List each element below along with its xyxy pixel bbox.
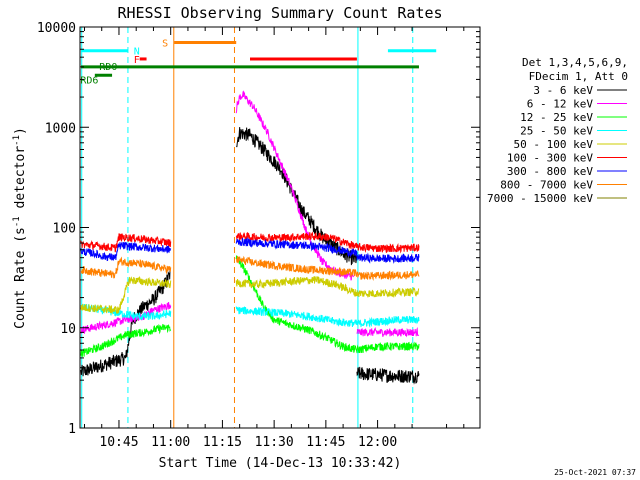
legend-label: 100 - 300 keV [507,152,593,165]
series-line [356,270,420,281]
series-line [235,231,358,250]
legend-label: 12 - 25 keV [520,111,593,124]
series-line [356,252,420,264]
legend-label: 3 - 6 keV [533,84,593,97]
series-line [80,268,171,377]
legend-label: 800 - 7000 keV [500,179,593,192]
y-tick-label: 10000 [37,21,76,36]
series-line [235,306,358,328]
y-tick-label: 1 [68,422,76,437]
legend-label: 25 - 50 keV [520,125,593,138]
x-tick-label: 11:45 [306,435,345,450]
legend-header-detectors: Det 1,3,4,5,6,9, [522,56,628,69]
series-line [356,366,420,385]
series-line [356,315,420,328]
series-line [80,275,172,315]
series-line [235,255,358,279]
flag-label-flare: F [134,55,140,66]
legend-label: 7000 - 15000 keV [487,192,593,205]
series-line [356,287,420,298]
y-tick-label: 1000 [45,121,76,136]
x-tick-label: 11:00 [151,435,190,450]
series-line [80,241,172,262]
y-axis-label: Count Rate (s-1 detector-1) [12,127,28,329]
y-tick-label: 10 [60,322,76,337]
flag-label-rd6: RD6 [80,75,98,86]
x-tick-label: 12:00 [358,435,397,450]
legend-label: 6 - 12 keV [527,98,594,111]
flag-label-saa: S [162,39,168,50]
x-axis-label: Start Time (14-Dec-13 10:33:42) [159,456,402,471]
series-line [356,341,420,354]
series-line [80,233,172,253]
series-line [356,326,420,338]
legend-header-fdecim: FDecim 1, Att 0 [529,70,628,83]
footer-timestamp: 25-Oct-2021 07:37 [554,468,636,477]
x-tick-label: 11:30 [255,435,294,450]
x-tick-label: 11:15 [203,435,242,450]
series-line [235,255,358,353]
x-tick-label: 10:45 [99,435,138,450]
series-line [235,90,354,281]
flag-label-night: N [134,47,140,58]
legend: Det 1,3,4,5,6,9, FDecim 1, Att 0 3 - 6 k… [487,56,628,205]
legend-label: 50 - 100 keV [514,138,594,151]
flag-label-rd0: RD0 [99,62,117,73]
series-line [80,301,172,335]
series-line [80,256,172,279]
legend-label: 300 - 800 keV [507,165,593,178]
chart-title: RHESSI Observing Summary Count Rates [117,4,442,22]
series-line [356,242,420,254]
series-line [235,236,358,258]
series-line [235,276,358,297]
series-line [80,323,172,358]
y-tick-label: 100 [53,222,76,237]
